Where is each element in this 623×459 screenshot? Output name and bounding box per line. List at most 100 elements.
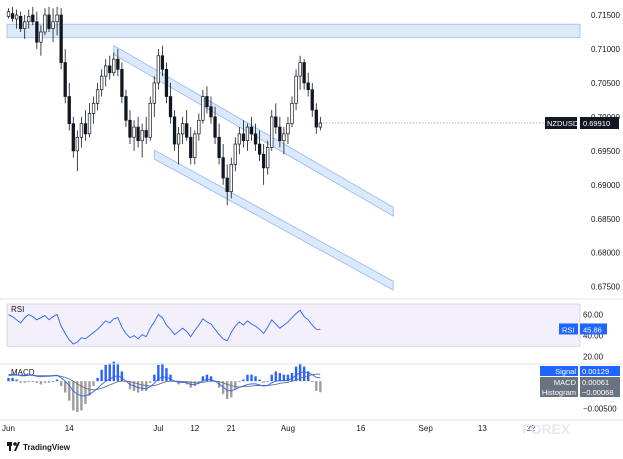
candle[interactable]: [47, 6, 51, 32]
candle[interactable]: [274, 103, 278, 134]
candle[interactable]: [120, 62, 124, 104]
candle[interactable]: [59, 8, 63, 70]
candle[interactable]: [262, 144, 266, 185]
candle[interactable]: [302, 59, 306, 90]
candle[interactable]: [221, 144, 225, 185]
candle[interactable]: [217, 123, 221, 165]
macd-line[interactable]: [8, 371, 321, 397]
macd-histogram-bar: [104, 364, 107, 382]
candle[interactable]: [181, 116, 185, 145]
rsi-line[interactable]: [8, 309, 321, 345]
candle[interactable]: [229, 157, 233, 199]
candle[interactable]: [197, 113, 201, 141]
candle[interactable]: [63, 48, 67, 104]
candle[interactable]: [51, 8, 55, 43]
candle[interactable]: [189, 127, 193, 165]
candle[interactable]: [298, 55, 302, 90]
rsi-tick-label: 40.00: [583, 332, 604, 341]
candle[interactable]: [6, 8, 11, 19]
candle[interactable]: [314, 103, 318, 134]
candle[interactable]: [156, 48, 161, 90]
rsi-pane[interactable]: RSI: [6, 303, 581, 347]
candle[interactable]: [79, 116, 84, 148]
candle[interactable]: [270, 110, 274, 151]
candle[interactable]: [278, 116, 282, 148]
candle[interactable]: [266, 140, 270, 175]
macd-histogram-bar: [55, 379, 59, 382]
candle[interactable]: [14, 9, 19, 29]
candle[interactable]: [19, 11, 23, 32]
channel-upper-band[interactable]: [113, 44, 394, 217]
candle[interactable]: [172, 110, 177, 151]
candle[interactable]: [132, 120, 136, 151]
candle[interactable]: [185, 110, 189, 141]
candle[interactable]: [91, 96, 96, 124]
macd-histogram-bar: [311, 381, 314, 382]
candle[interactable]: [95, 82, 100, 111]
candle[interactable]: [249, 116, 254, 141]
candle[interactable]: [104, 59, 108, 87]
candle[interactable]: [128, 110, 132, 145]
candle[interactable]: [67, 82, 71, 131]
candle[interactable]: [112, 52, 116, 77]
candle[interactable]: [245, 123, 250, 151]
price-tick-label: 0.70500: [591, 79, 620, 88]
candle[interactable]: [176, 127, 181, 165]
tradingview-brand: TradingView: [23, 443, 71, 452]
candle[interactable]: [213, 106, 217, 145]
candle[interactable]: [225, 164, 229, 206]
candle[interactable]: [124, 89, 128, 128]
candle[interactable]: [201, 89, 205, 124]
candle[interactable]: [75, 130, 80, 172]
candle[interactable]: [193, 130, 197, 165]
candle[interactable]: [168, 82, 173, 124]
candle[interactable]: [253, 123, 258, 151]
candle[interactable]: [116, 48, 120, 77]
candle[interactable]: [83, 110, 88, 141]
candle[interactable]: [87, 103, 92, 138]
time-tick-label: Jun: [2, 424, 15, 433]
candle[interactable]: [306, 72, 310, 97]
channel-lower-band[interactable]: [153, 149, 394, 291]
candle[interactable]: [209, 96, 213, 124]
supply-zone[interactable]: [6, 23, 581, 39]
macd-pane[interactable]: MACD: [7, 361, 322, 413]
candle[interactable]: [310, 82, 314, 117]
candle[interactable]: [237, 127, 242, 155]
candle[interactable]: [55, 6, 59, 36]
candle[interactable]: [148, 96, 152, 141]
candle[interactable]: [164, 62, 169, 104]
candle[interactable]: [39, 25, 43, 56]
macd-histogram-bar: [177, 381, 180, 385]
candle[interactable]: [140, 123, 144, 158]
candle[interactable]: [27, 9, 31, 29]
candle[interactable]: [286, 116, 290, 145]
candle[interactable]: [257, 130, 262, 162]
macd-histogram-bar: [116, 363, 120, 382]
candle[interactable]: [10, 6, 15, 22]
candle[interactable]: [294, 69, 298, 111]
candle[interactable]: [108, 55, 112, 80]
candle[interactable]: [43, 8, 47, 36]
candle[interactable]: [31, 6, 35, 26]
price-tick-label: 0.68000: [591, 249, 620, 258]
candle[interactable]: [99, 69, 104, 97]
candle[interactable]: [233, 137, 237, 172]
candle[interactable]: [290, 96, 294, 128]
candle[interactable]: [152, 76, 156, 117]
macd-histogram-bar: [51, 381, 55, 382]
candle[interactable]: [318, 116, 322, 131]
candle[interactable]: [282, 127, 286, 155]
candle[interactable]: [144, 116, 148, 145]
candle[interactable]: [160, 45, 165, 77]
price-pane[interactable]: [6, 6, 581, 291]
price-tick-label: 0.71000: [591, 45, 620, 54]
time-tick-label: 14: [65, 424, 74, 433]
candle[interactable]: [35, 11, 39, 49]
rsi-name-tag: [559, 323, 578, 335]
candle[interactable]: [205, 86, 209, 114]
candle[interactable]: [241, 120, 246, 148]
candle[interactable]: [23, 15, 27, 39]
candle[interactable]: [71, 116, 75, 158]
candle[interactable]: [136, 116, 140, 148]
